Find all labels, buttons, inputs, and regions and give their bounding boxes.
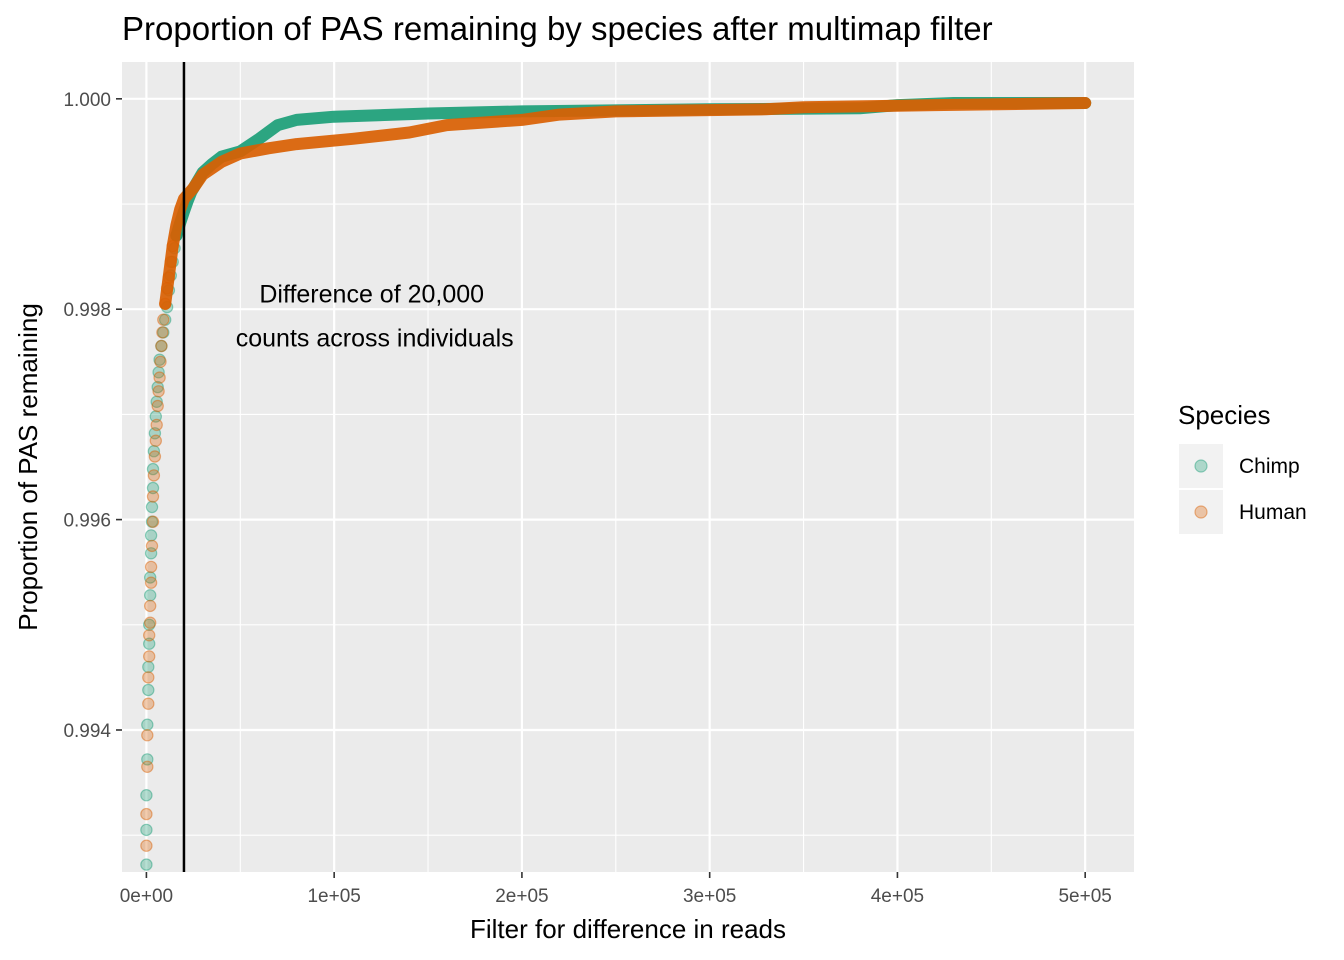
plot-panel (122, 62, 1134, 872)
data-point-human (143, 599, 157, 613)
data-point-chimp (148, 427, 162, 440)
y-tick-label: 0.994 (63, 721, 111, 742)
data-point-human (150, 418, 163, 432)
data-point-chimp (153, 353, 166, 366)
data-point-chimp (158, 313, 172, 326)
data-point-human (141, 729, 154, 742)
data-point-chimp (145, 515, 159, 528)
data-point-human (166, 239, 179, 253)
series-curve-human (159, 97, 1092, 310)
data-point-human (145, 539, 159, 553)
data-point-human (153, 371, 166, 384)
data-point-chimp (140, 789, 153, 802)
data-point-chimp (150, 395, 163, 408)
data-point-chimp (157, 326, 170, 339)
data-point-human (140, 839, 153, 852)
legend: Species Chimp Human (1178, 400, 1307, 534)
data-point-chimp (142, 683, 155, 697)
x-tick-label: 0e+00 (120, 886, 173, 907)
x-axis: 0e+00 1e+05 2e+05 3e+05 4e+05 5e+05 (120, 872, 1112, 907)
data-point-human (146, 515, 160, 528)
data-point-human (154, 355, 167, 368)
y-tick-label: 0.996 (63, 511, 111, 532)
legend-key-human (1194, 505, 1208, 519)
legend-label-human: Human (1239, 501, 1307, 524)
data-point-human (143, 616, 157, 629)
data-point-human (142, 697, 155, 710)
data-point-human (158, 297, 172, 311)
annotation-line-1: Difference of 20,000 (259, 280, 484, 308)
grid-minor (122, 62, 1134, 872)
x-tick-label: 5e+05 (1058, 886, 1111, 907)
data-point-chimp (147, 445, 161, 458)
data-point-chimp (143, 589, 157, 602)
legend-label-chimp: Chimp (1239, 455, 1300, 478)
annotation-line-2: counts across individuals (236, 324, 514, 352)
data-point-chimp (152, 366, 165, 379)
x-tick-label: 4e+05 (871, 886, 924, 907)
grid-major (122, 62, 1134, 872)
data-point-human (148, 450, 162, 463)
legend-title: Species (1178, 400, 1271, 430)
data-point-human (152, 385, 165, 398)
y-axis-title: Proportion of PAS remaining (13, 303, 43, 631)
data-point-human (147, 469, 161, 482)
data-point-human (156, 326, 169, 339)
data-point-chimp (141, 718, 154, 731)
data-point-human (164, 255, 177, 269)
chart-title: Proportion of PAS remaining by species a… (122, 10, 993, 47)
legend-key-chimp (1194, 459, 1208, 473)
x-axis-title: Filter for difference in reads (470, 914, 786, 944)
data-point-human (140, 807, 153, 821)
data-point-chimp (144, 529, 158, 542)
data-point-chimp (145, 500, 159, 514)
data-point-human (157, 313, 170, 326)
x-tick-label: 1e+05 (307, 886, 360, 907)
data-point-human (144, 576, 158, 589)
data-point-chimp (142, 660, 155, 674)
data-point-chimp (142, 637, 156, 650)
series-layer (140, 97, 1092, 871)
data-point-chimp (151, 380, 164, 394)
data-point-human (142, 671, 155, 684)
data-point-human (149, 434, 162, 447)
data-point-chimp (144, 547, 158, 560)
data-point-human (160, 282, 174, 295)
x-tick-label: 3e+05 (683, 886, 736, 907)
data-point-human (162, 271, 176, 284)
legend-key-bg-chimp (1179, 444, 1223, 488)
data-point-chimp (142, 618, 156, 632)
y-tick-label: 0.998 (63, 300, 111, 321)
data-point-human (141, 760, 154, 774)
data-point-chimp (155, 339, 168, 353)
series-human (140, 97, 1092, 852)
x-tick-label: 2e+05 (495, 886, 548, 907)
legend-key-bg-human (1179, 490, 1223, 534)
data-point-chimp (141, 753, 154, 766)
data-point-human (155, 339, 168, 353)
y-axis: 0.994 0.996 0.998 1.000 (63, 90, 122, 742)
data-point-human (144, 560, 158, 574)
y-tick-label: 1.000 (63, 90, 111, 111)
data-point-human (151, 399, 164, 413)
data-point-human (146, 490, 160, 503)
data-point-chimp (146, 481, 160, 495)
data-point-chimp (149, 410, 162, 423)
data-point-chimp (146, 462, 160, 476)
data-point-human (142, 629, 156, 642)
data-point-chimp (140, 823, 153, 837)
data-point-human (142, 650, 156, 663)
data-point-chimp (140, 858, 153, 871)
data-point-chimp (143, 571, 157, 584)
